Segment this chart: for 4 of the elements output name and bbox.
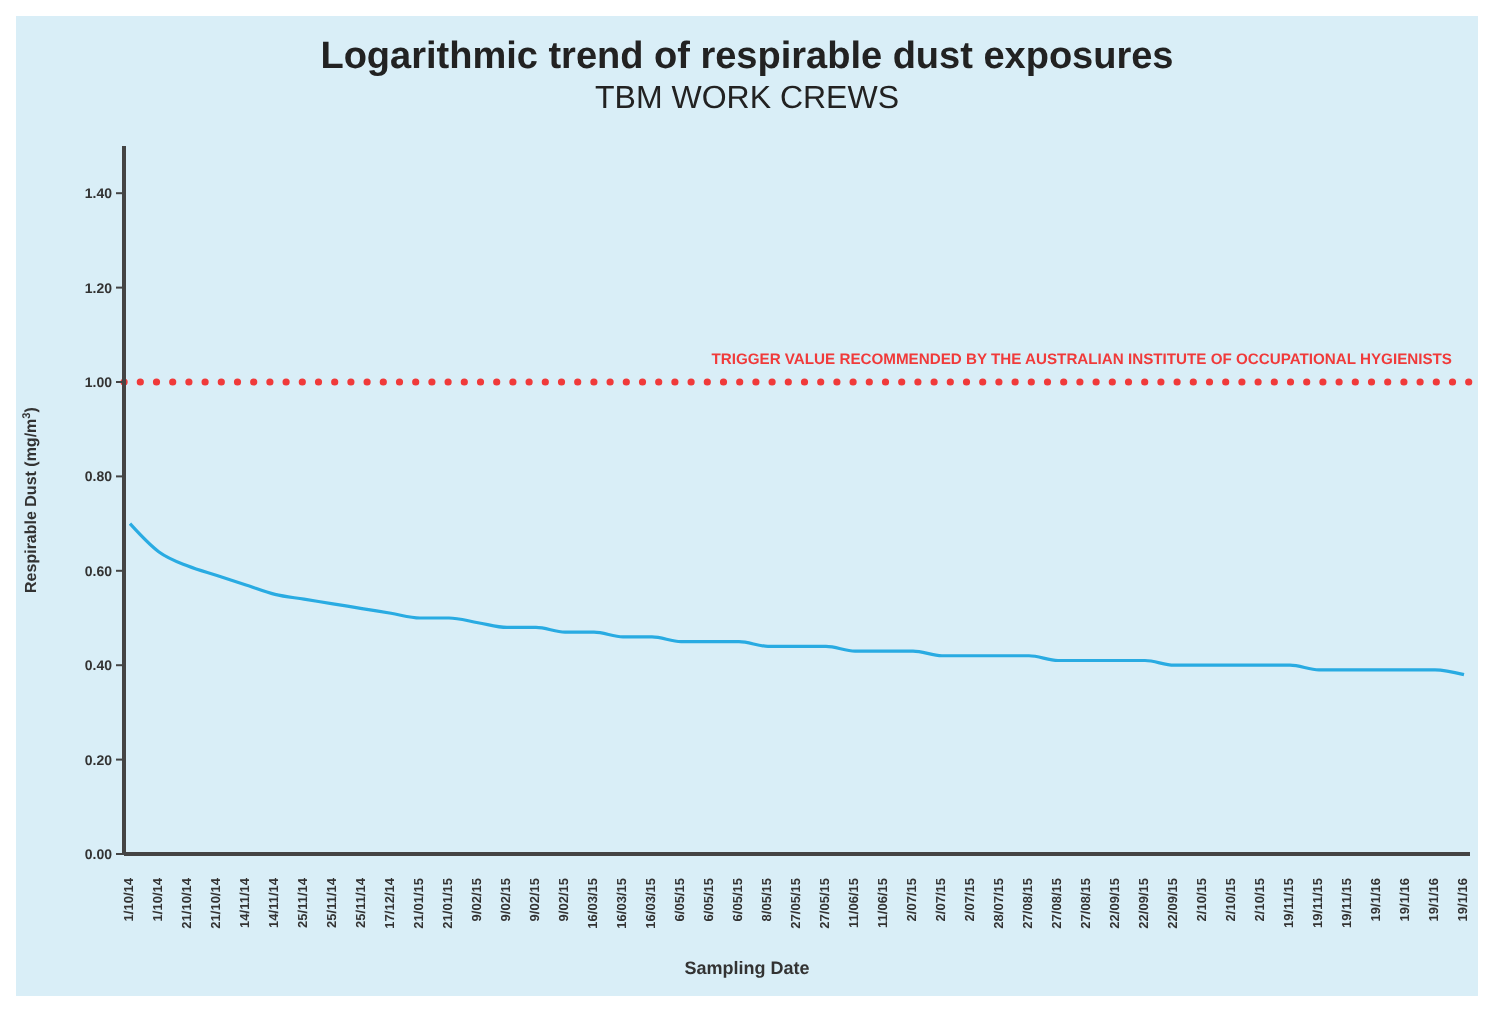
line-series <box>128 522 1466 677</box>
x-axis-title: Sampling Date <box>682 958 812 978</box>
chart-subtitle: TBM WORK CREWS <box>593 82 901 118</box>
chart-title: Logarithmic trend of respirable dust exposures <box>318 34 1176 80</box>
